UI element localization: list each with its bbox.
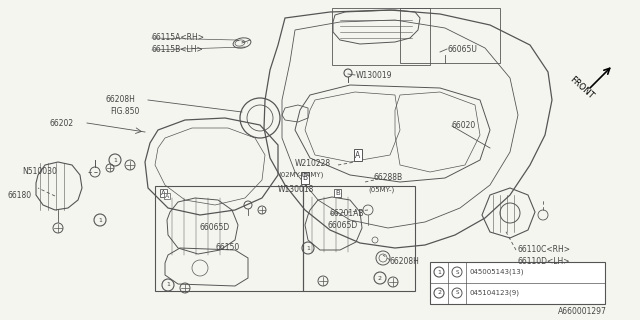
Text: 66065U: 66065U — [448, 44, 478, 53]
Text: FIG.850: FIG.850 — [110, 107, 140, 116]
Text: 045104123(9): 045104123(9) — [470, 290, 520, 296]
Text: 2: 2 — [437, 291, 441, 295]
Text: 66180: 66180 — [8, 191, 32, 201]
Text: 66208H: 66208H — [105, 95, 135, 105]
Text: A660001297: A660001297 — [558, 307, 607, 316]
Text: 045005143(13): 045005143(13) — [470, 269, 525, 275]
Text: 66150: 66150 — [215, 244, 239, 252]
Text: 1: 1 — [113, 157, 117, 163]
Text: 66201AB: 66201AB — [330, 210, 365, 219]
Text: FRONT: FRONT — [568, 75, 595, 101]
Text: 2: 2 — [378, 276, 382, 281]
Bar — [400, 8, 500, 63]
Text: W210228: W210228 — [295, 158, 331, 167]
Text: S: S — [455, 291, 459, 295]
Text: 1: 1 — [306, 245, 310, 251]
Text: W130019: W130019 — [356, 71, 392, 81]
Text: 66288B: 66288B — [374, 173, 403, 182]
Bar — [332, 8, 430, 65]
Text: 66208H: 66208H — [390, 257, 420, 266]
Text: (05MY-): (05MY-) — [368, 187, 394, 193]
Text: A: A — [161, 190, 166, 196]
Text: 66115A<RH>: 66115A<RH> — [152, 34, 205, 43]
Text: 1: 1 — [437, 269, 441, 275]
Text: 66020: 66020 — [452, 122, 476, 131]
Text: (02MY-04MY): (02MY-04MY) — [278, 172, 323, 178]
Text: 66202: 66202 — [50, 118, 74, 127]
Text: A: A — [165, 194, 169, 198]
Bar — [155, 186, 303, 291]
Bar — [430, 262, 605, 304]
Text: N510030: N510030 — [22, 167, 57, 177]
Bar — [303, 186, 415, 291]
Text: W130018: W130018 — [278, 186, 314, 195]
Text: S: S — [455, 269, 459, 275]
Text: 1: 1 — [98, 218, 102, 222]
Text: A: A — [355, 150, 360, 159]
Text: B: B — [303, 173, 308, 182]
Text: 66115B<LH>: 66115B<LH> — [152, 45, 204, 54]
Text: B: B — [335, 190, 340, 196]
Text: 66110D<LH>: 66110D<LH> — [517, 257, 570, 266]
Text: 1: 1 — [166, 283, 170, 287]
Text: 66065D: 66065D — [327, 220, 357, 229]
Text: 66110C<RH>: 66110C<RH> — [517, 245, 570, 254]
Text: 66065D: 66065D — [200, 223, 230, 233]
